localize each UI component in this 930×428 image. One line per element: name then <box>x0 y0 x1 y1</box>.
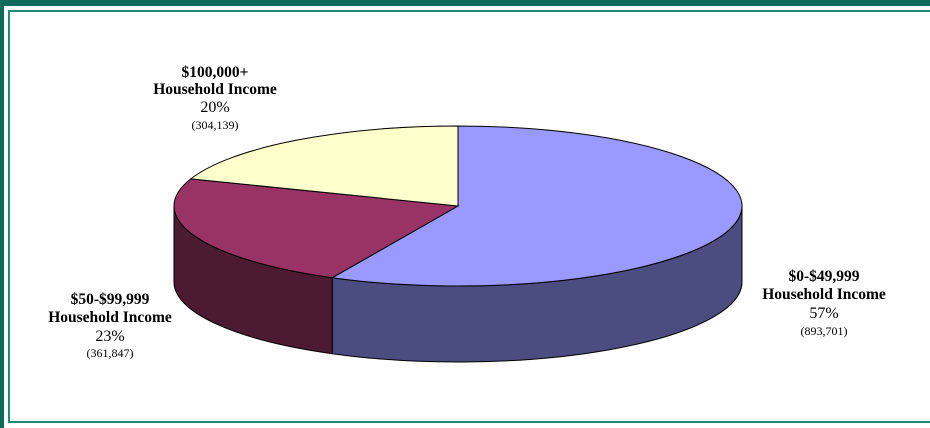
label-slice-50k: $50-$99,999 Household Income 23% (361,84… <box>48 291 172 360</box>
label-100k-line1: $100,000+ <box>182 64 249 81</box>
slice-100k-top <box>189 125 459 207</box>
label-100k-percent: 20% <box>200 99 229 116</box>
label-slice-0-49k: $0-$49,999 Household Income 57% (893,701… <box>762 268 886 338</box>
label-50k-line2: Household Income <box>48 309 172 326</box>
pie-sides <box>173 205 743 363</box>
pie-slices <box>173 125 743 287</box>
label-100k-line2: Household Income <box>153 81 277 98</box>
slice-0-49k-top <box>330 125 743 287</box>
label-50k-percent: 23% <box>95 328 124 345</box>
label-0-49k-line2: Household Income <box>762 286 886 303</box>
label-slice-100k: $100,000+ Household Income 20% (304,139) <box>153 64 277 132</box>
label-0-49k-line1: $0-$49,999 <box>788 268 859 285</box>
label-0-49k-percent: 57% <box>809 305 838 322</box>
chart-area <box>8 10 930 423</box>
label-50k-count: (361,847) <box>87 346 134 360</box>
label-100k-count: (304,139) <box>192 118 239 132</box>
label-0-49k-count: (893,701) <box>801 324 848 338</box>
slice-50k-top <box>173 178 460 279</box>
label-50k-line1: $50-$99,999 <box>71 291 150 308</box>
